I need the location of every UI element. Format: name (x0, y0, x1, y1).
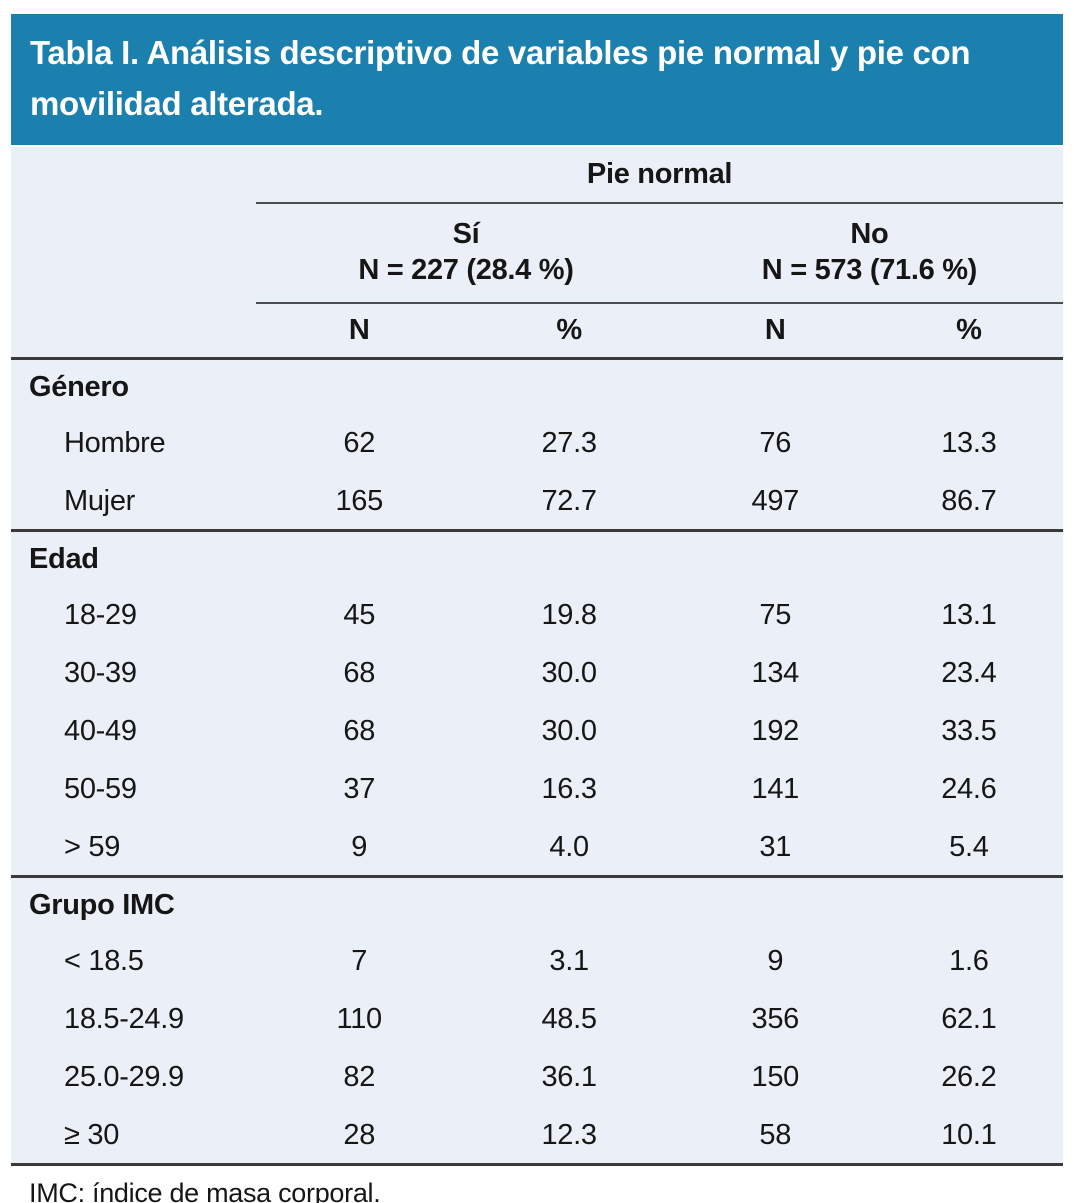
cell-value: 26.2 (941, 1061, 997, 1094)
cell-value: 9 (767, 945, 784, 978)
cell-value: 134 (751, 657, 800, 690)
row-label: Hombre (64, 427, 166, 460)
row-label: Mujer (11, 472, 257, 533)
row-label: 18.5-24.9 (64, 1003, 184, 1036)
table-row: < 18.5 7 3.1 9 1.6 (11, 933, 1063, 991)
empty-cell (11, 203, 256, 303)
table-title-bar: Tabla I. Análisis descriptivo de variabl… (11, 14, 1063, 145)
table-row: 25.0-29.9 82 36.1 150 26.2 (11, 1049, 1063, 1107)
cell-value: 62.1 (941, 1003, 997, 1036)
cell-value: 3.1 (549, 945, 589, 978)
cell-value: 27.3 (541, 427, 597, 460)
column-header-row: N % N % (11, 302, 1063, 361)
empty-cell (11, 147, 256, 203)
col-header-pct1: % (462, 302, 676, 361)
cell-value: 10.1 (874, 1106, 1063, 1167)
cell-value: 16.3 (541, 773, 597, 806)
cell-value: 48.5 (541, 1003, 597, 1036)
cell-value: 141 (751, 773, 800, 806)
cell-value: 356 (751, 1003, 800, 1036)
section-title: Género (29, 371, 129, 404)
row-label: 25.0-29.9 (64, 1061, 184, 1094)
subgroup-no-cell: No N = 573 (71.6 %) (675, 202, 1063, 304)
cell-value: 68 (343, 715, 376, 748)
row-label: < 18.5 (64, 945, 144, 978)
cell-value: 150 (751, 1061, 800, 1094)
cell-value: 58 (675, 1106, 875, 1167)
section-title: Edad (29, 543, 99, 576)
group-header-cell: Pie normal (256, 146, 1063, 204)
table-row: 40-49 68 30.0 192 33.5 (11, 703, 1063, 761)
table-row: Mujer 165 72.7 497 86.7 (11, 472, 1063, 533)
table-row: 18.5-24.9 110 48.5 356 62.1 (11, 991, 1063, 1049)
cell-value: 9 (256, 818, 463, 879)
col-header-pct2: % (874, 302, 1063, 361)
row-label: > 59 (11, 818, 257, 879)
cell-value: 13.1 (941, 599, 997, 632)
cell-value: 76 (759, 427, 792, 460)
cell-value: 62 (343, 427, 376, 460)
row-label: 50-59 (64, 773, 137, 806)
row-label: 40-49 (64, 715, 137, 748)
row-label: 30-39 (64, 657, 137, 690)
cell-value: 75 (759, 599, 792, 632)
cell-value: 165 (256, 472, 463, 533)
table-row: > 59 9 4.0 31 5.4 (11, 818, 1063, 879)
cell-value: 30.0 (541, 657, 597, 690)
col-header-n1: N (256, 302, 463, 361)
cell-value: 23.4 (941, 657, 997, 690)
cell-value: 13.3 (941, 427, 997, 460)
table-row: 30-39 68 30.0 134 23.4 (11, 645, 1063, 703)
cell-value: 68 (343, 657, 376, 690)
subgroup-header-row: Sí N = 227 (28.4 %) No N = 573 (71.6 %) (11, 202, 1063, 304)
row-label: ≥ 30 (11, 1106, 257, 1167)
table-row: ≥ 30 28 12.3 58 10.1 (11, 1106, 1063, 1167)
cell-value: 86.7 (874, 472, 1063, 533)
cell-value: 31 (675, 818, 875, 879)
cell-value: 72.7 (462, 472, 676, 533)
cell-value: 28 (256, 1106, 463, 1167)
cell-value: 497 (675, 472, 875, 533)
cell-value: 82 (343, 1061, 376, 1094)
row-label: 18-29 (64, 599, 137, 632)
table-container: Pie normal Sí N = 227 (28.4 %) No N = 57… (11, 146, 1063, 1167)
section-header-grupo-imc: Grupo IMC (11, 877, 1063, 933)
subgroup-si-cell: Sí N = 227 (28.4 %) (256, 202, 676, 304)
cell-value: 1.6 (949, 945, 989, 978)
cell-value: 37 (343, 773, 376, 806)
table-title: Tabla I. Análisis descriptivo de variabl… (30, 34, 971, 123)
subgroup-si-n: N = 227 (28.4 %) (358, 253, 574, 286)
section-header-genero: Género (11, 359, 1063, 415)
cell-value: 33.5 (941, 715, 997, 748)
cell-value: 12.3 (462, 1106, 676, 1167)
section-header-edad: Edad (11, 531, 1063, 587)
cell-value: 7 (351, 945, 368, 978)
table-footnote: IMC: índice de masa corporal. (11, 1166, 1063, 1203)
cell-value: 36.1 (541, 1061, 597, 1094)
cell-value: 192 (751, 715, 800, 748)
group-header-row: Pie normal (11, 146, 1063, 204)
subgroup-no-n: N = 573 (71.6 %) (761, 253, 978, 286)
subgroup-si-label: Sí (452, 217, 480, 250)
section-title: Grupo IMC (29, 889, 175, 922)
empty-cell (11, 302, 257, 361)
subgroup-no-label: No (850, 217, 889, 250)
table-row: Hombre 62 27.3 76 13.3 (11, 415, 1063, 473)
cell-value: 19.8 (541, 599, 597, 632)
statistics-table: Pie normal Sí N = 227 (28.4 %) No N = 57… (11, 146, 1063, 1167)
cell-value: 45 (343, 599, 376, 632)
cell-value: 110 (336, 1003, 383, 1036)
cell-value: 30.0 (541, 715, 597, 748)
table-row: 18-29 45 19.8 75 13.1 (11, 587, 1063, 645)
cell-value: 4.0 (462, 818, 676, 879)
table-row: 50-59 37 16.3 141 24.6 (11, 761, 1063, 819)
cell-value: 24.6 (941, 773, 997, 806)
col-header-n2: N (675, 302, 875, 361)
cell-value: 5.4 (874, 818, 1063, 879)
